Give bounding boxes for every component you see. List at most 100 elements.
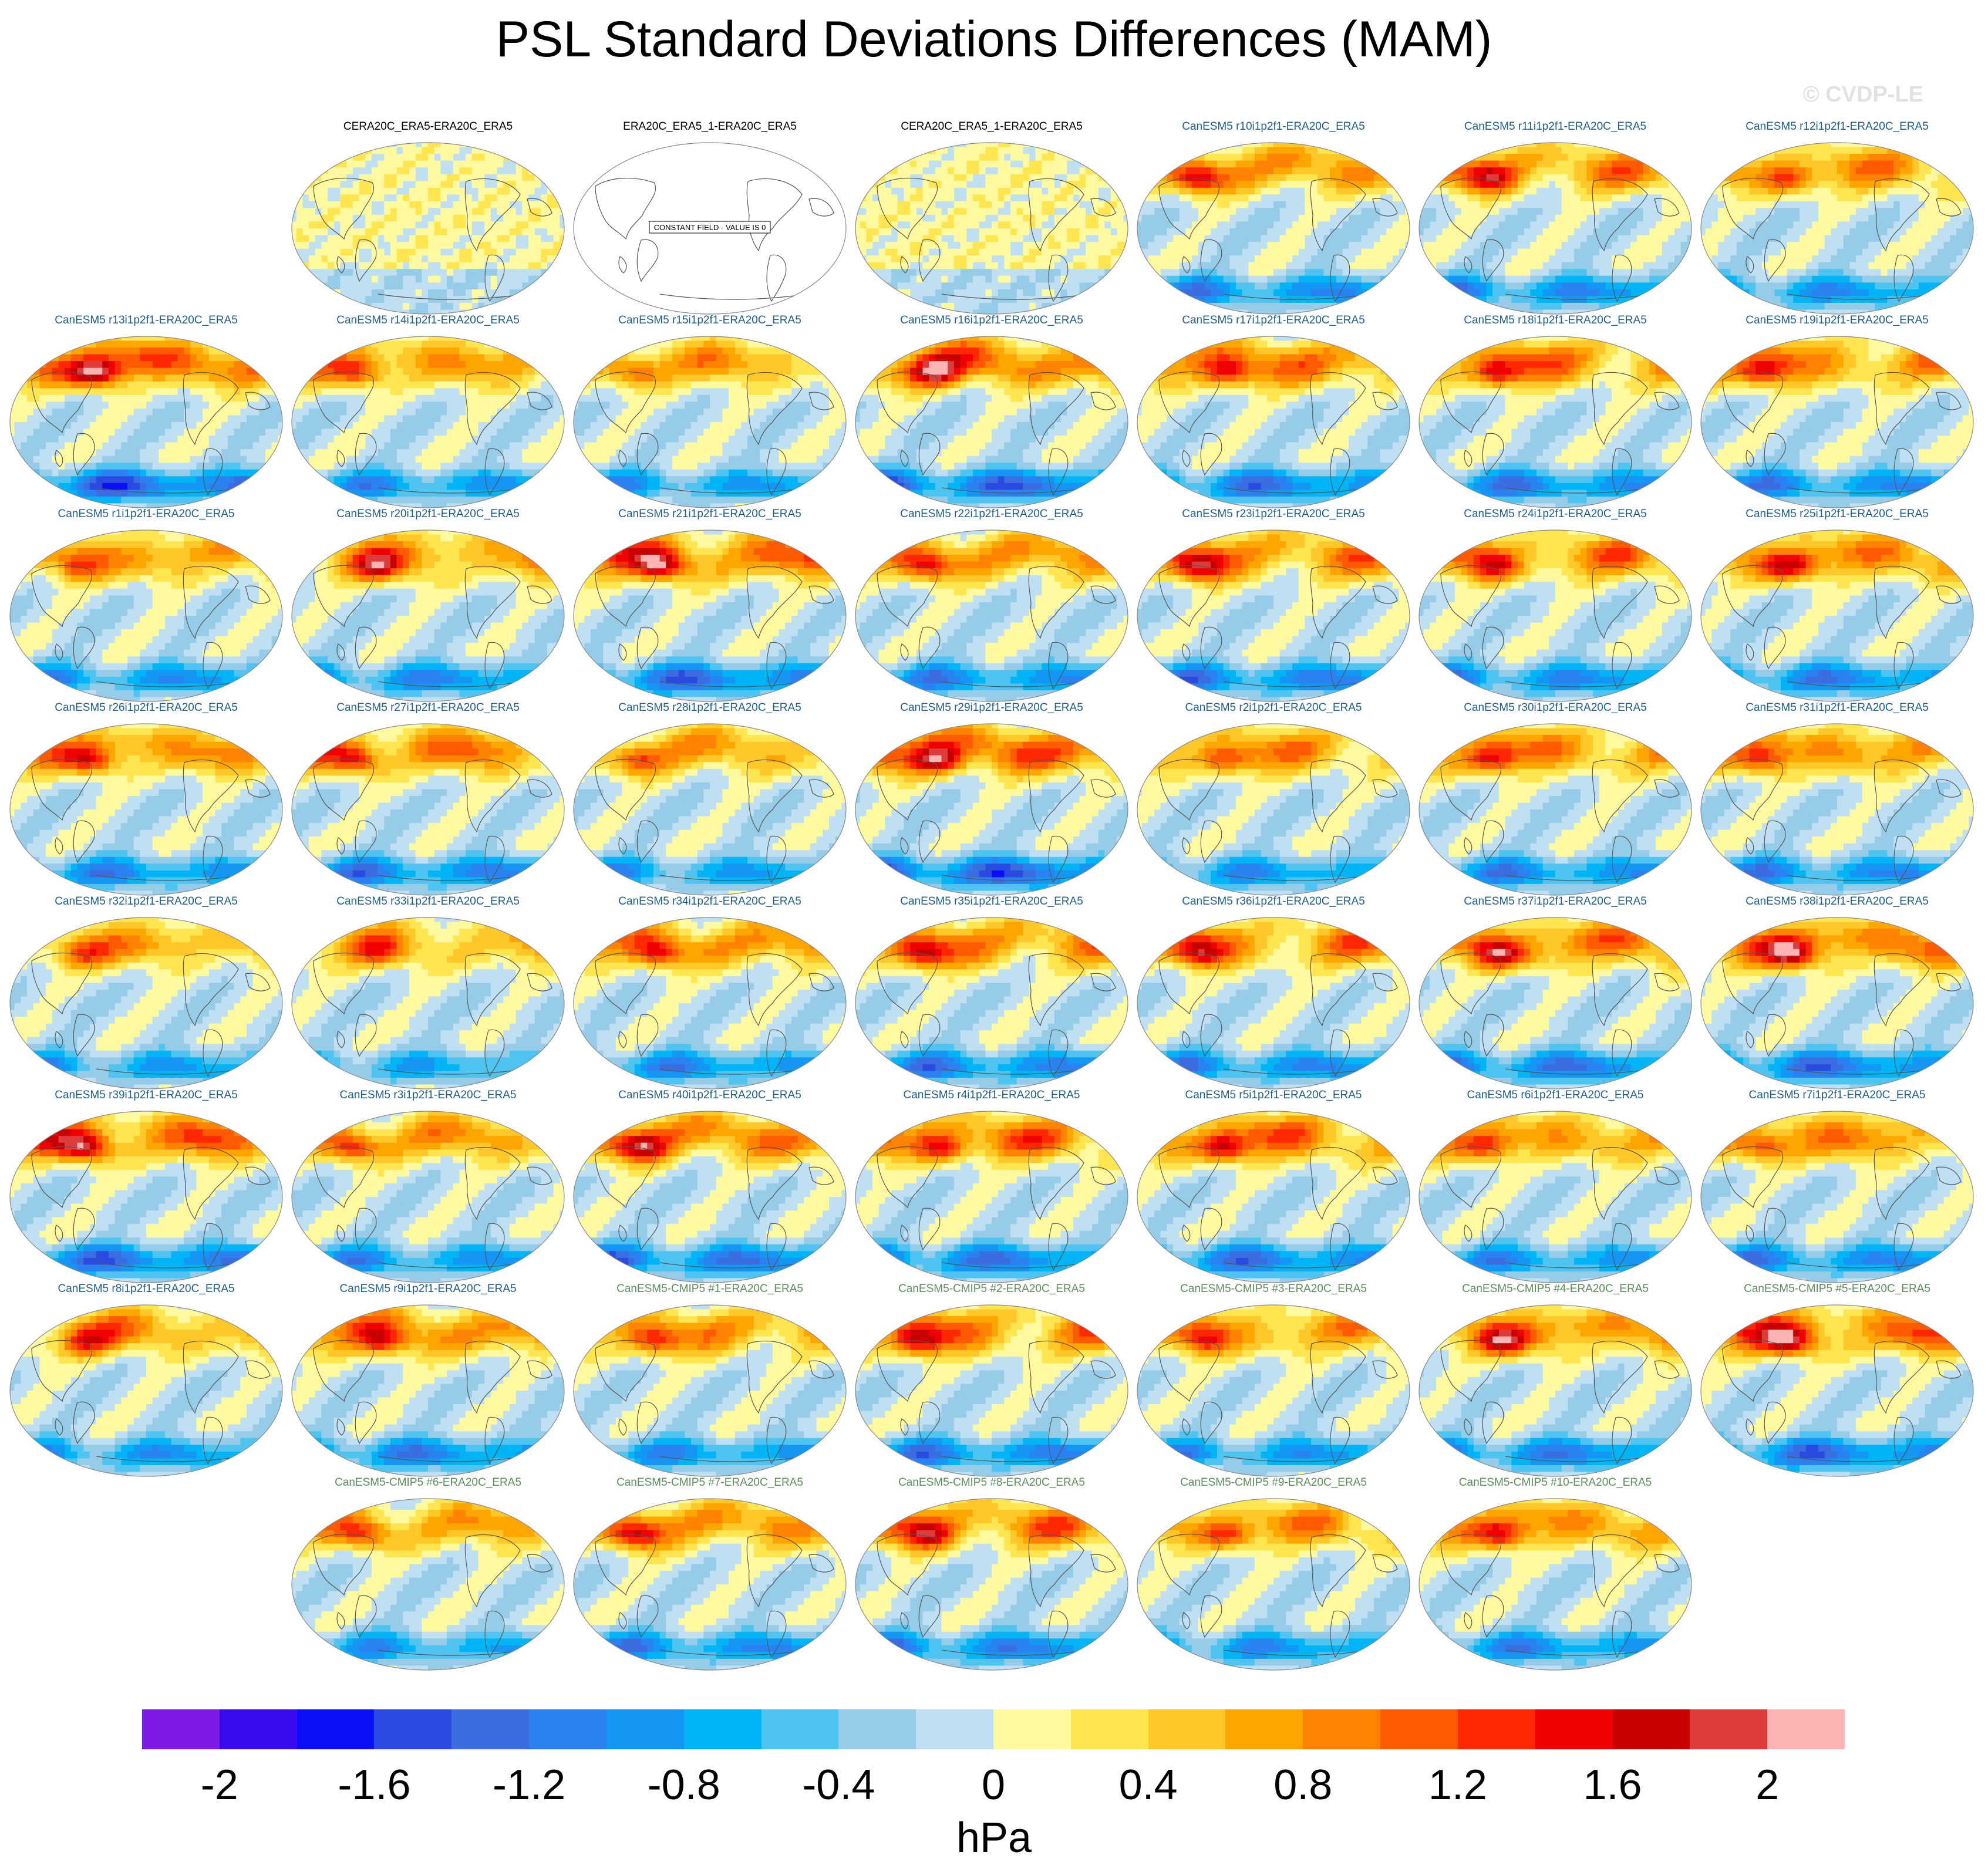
map-panel: CanESM5-CMIP5 #2-ERA20C_ERA5 [854,1283,1130,1476]
map-panel: CanESM5 r26i1p2f1-ERA20C_ERA5 [8,701,284,895]
map-panel: CanESM5 r32i1p2f1-ERA20C_ERA5 [8,895,284,1089]
map-panel-title: CanESM5 r19i1p2f1-ERA20C_ERA5 [1699,314,1975,327]
map-field [8,334,284,510]
map-field [1699,140,1975,316]
map-panel: CanESM5-CMIP5 #10-ERA20C_ERA5 [1417,1476,1693,1670]
map-panel-title: CanESM5 r5i1p2f1-ERA20C_ERA5 [1135,1089,1411,1102]
map-field [854,1496,1130,1672]
colorbar-tick-label: 1.6 [1583,1761,1642,1809]
map-panel-title: CanESM5 r9i1p2f1-ERA20C_ERA5 [290,1283,566,1296]
map-panel-title: CanESM5-CMIP5 #10-ERA20C_ERA5 [1417,1476,1693,1489]
map-field [8,528,284,704]
map-panel: CanESM5 r25i1p2f1-ERA20C_ERA5 [1699,508,1975,701]
map-panel: CanESM5 r14i1p2f1-ERA20C_ERA5 [290,314,566,508]
map-field [8,721,284,898]
colorbar-swatch [1071,1709,1148,1749]
map-panel: CanESM5 r2i1p2f1-ERA20C_ERA5 [1135,701,1411,895]
colorbar-tick-label: 0 [982,1761,1005,1809]
constant-field-note: CONSTANT FIELD - VALUE IS 0 [654,223,766,232]
colorbar-tick-label: 0.8 [1273,1761,1332,1809]
map-panel-title: CanESM5 r22i1p2f1-ERA20C_ERA5 [854,508,1130,521]
colorbar-tick-label: -0.8 [648,1761,720,1809]
map-field [1135,334,1411,510]
map-field [854,1303,1130,1479]
colorbar-swatch [1225,1709,1303,1749]
colorbar-swatch [1690,1709,1767,1749]
map-field [8,1303,284,1479]
colorbar-swatch [606,1709,684,1749]
map-panel: CERA20C_ERA5-ERA20C_ERA5 [290,120,566,314]
map-field [1699,1303,1975,1479]
map-panel-title: CanESM5 r35i1p2f1-ERA20C_ERA5 [854,895,1130,908]
map-field [854,721,1130,898]
map-panel-title: CanESM5 r2i1p2f1-ERA20C_ERA5 [1135,701,1411,714]
map-field [8,915,284,1091]
map-panel: CanESM5 r4i1p2f1-ERA20C_ERA5 [854,1089,1130,1283]
map-field [290,1496,566,1672]
map-field [290,528,566,704]
map-field [854,915,1130,1091]
map-field [1417,528,1693,704]
map-field [1699,1109,1975,1285]
colorbar-swatch [838,1709,916,1749]
map-field [1417,140,1693,316]
colorbar-swatch [1613,1709,1690,1749]
colorbar-tick-label: -2 [201,1761,238,1809]
map-panel: CanESM5-CMIP5 #1-ERA20C_ERA5 [572,1283,848,1476]
colorbar-tick-label: 2 [1755,1761,1779,1809]
map-field [854,140,1130,316]
map-panel: CanESM5-CMIP5 #5-ERA20C_ERA5 [1699,1283,1975,1476]
colorbar-swatch [374,1709,451,1749]
map-field [1135,1303,1411,1479]
map-field [1135,915,1411,1091]
map-panel-title: CanESM5 r14i1p2f1-ERA20C_ERA5 [290,314,566,327]
map-field [1135,528,1411,704]
colorbar-swatch [220,1709,297,1749]
map-panel-title: CanESM5 r15i1p2f1-ERA20C_ERA5 [572,314,848,327]
map-field [290,1303,566,1479]
colorbar-tick-label: -1.2 [493,1761,565,1809]
map-panel: CanESM5 r18i1p2f1-ERA20C_ERA5 [1417,314,1693,508]
map-panel: CanESM5 r12i1p2f1-ERA20C_ERA5 [1699,120,1975,314]
map-panel: CanESM5-CMIP5 #9-ERA20C_ERA5 [1135,1476,1411,1670]
map-panel-title: CanESM5-CMIP5 #2-ERA20C_ERA5 [854,1283,1130,1296]
map-panel: CanESM5 r27i1p2f1-ERA20C_ERA5 [290,701,566,895]
map-panel: CanESM5 r39i1p2f1-ERA20C_ERA5 [8,1089,284,1283]
map-field [1135,140,1411,316]
map-panel-title: CanESM5 r28i1p2f1-ERA20C_ERA5 [572,701,848,714]
map-panel: CanESM5 r34i1p2f1-ERA20C_ERA5 [572,895,848,1089]
map-panel: CanESM5 r36i1p2f1-ERA20C_ERA5 [1135,895,1411,1089]
map-panel: CanESM5 r33i1p2f1-ERA20C_ERA5 [290,895,566,1089]
map-panel-title: CanESM5 r24i1p2f1-ERA20C_ERA5 [1417,508,1693,521]
map-panel-title: CanESM5 r38i1p2f1-ERA20C_ERA5 [1699,895,1975,908]
map-panel-title: CanESM5 r29i1p2f1-ERA20C_ERA5 [854,701,1130,714]
map-panel-title: CanESM5 r11i1p2f1-ERA20C_ERA5 [1417,120,1693,133]
map-field [1699,915,1975,1091]
map-field [572,1109,848,1285]
map-panel: CanESM5 r3i1p2f1-ERA20C_ERA5 [290,1089,566,1283]
map-field [572,334,848,510]
map-panel-title: CanESM5 r13i1p2f1-ERA20C_ERA5 [8,314,284,327]
map-panel: CanESM5 r10i1p2f1-ERA20C_ERA5 [1135,120,1411,314]
colorbar-swatch [297,1709,375,1749]
map-panel: CanESM5 r15i1p2f1-ERA20C_ERA5 [572,314,848,508]
map-panel: CanESM5 r13i1p2f1-ERA20C_ERA5 [8,314,284,508]
map-panel-title: CanESM5 r16i1p2f1-ERA20C_ERA5 [854,314,1130,327]
map-panel-title: CanESM5 r36i1p2f1-ERA20C_ERA5 [1135,895,1411,908]
map-field [1135,1109,1411,1285]
map-panel-title: CanESM5 r26i1p2f1-ERA20C_ERA5 [8,701,284,714]
map-panel: CanESM5 r30i1p2f1-ERA20C_ERA5 [1417,701,1693,895]
colorbar-tick-label: -0.4 [802,1761,875,1809]
map-field [1699,721,1975,898]
map-panel-title: CanESM5 r20i1p2f1-ERA20C_ERA5 [290,508,566,521]
map-panel: CanESM5 r11i1p2f1-ERA20C_ERA5 [1417,120,1693,314]
map-panel-title: CanESM5 r8i1p2f1-ERA20C_ERA5 [8,1283,284,1296]
map-panel-title: CanESM5 r27i1p2f1-ERA20C_ERA5 [290,701,566,714]
colorbar-swatch [916,1709,993,1749]
map-panel-title: CanESM5-CMIP5 #6-ERA20C_ERA5 [290,1476,566,1489]
map-panel: CanESM5-CMIP5 #7-ERA20C_ERA5 [572,1476,848,1670]
colorbar-units-label: hPa [0,1814,1988,1862]
map-panel: CanESM5 r1i1p2f1-ERA20C_ERA5 [8,508,284,701]
map-field [1417,1303,1693,1479]
